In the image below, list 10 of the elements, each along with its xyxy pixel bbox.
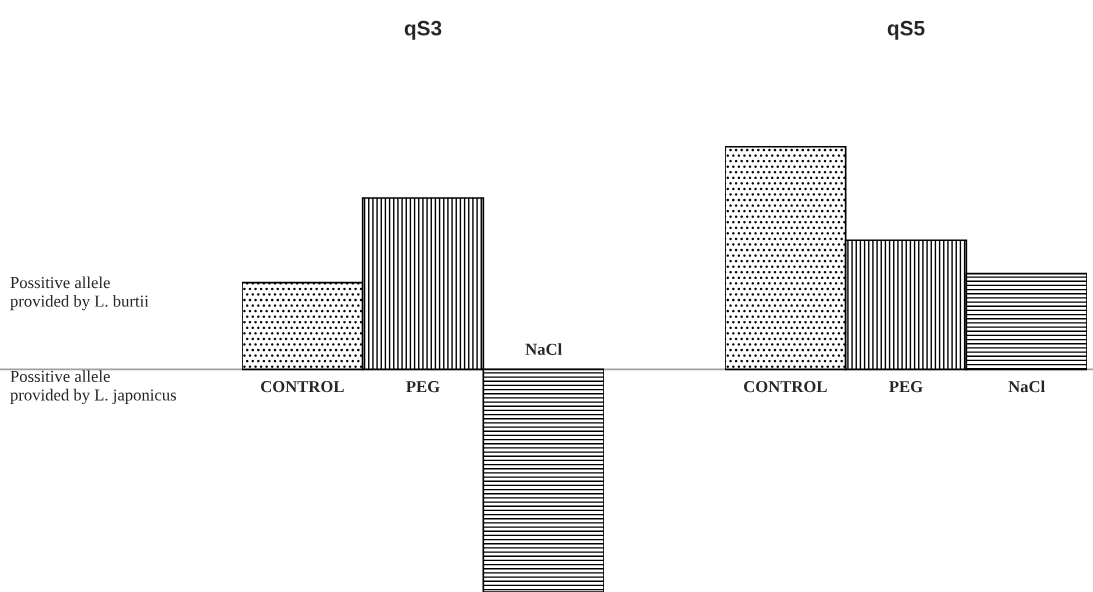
x-tick-label: NaCl bbox=[525, 343, 562, 355]
x-tick-label: CONTROL bbox=[261, 381, 344, 393]
chart-title: qS5 bbox=[887, 20, 925, 40]
text: Possitive allele provided by L. burtii bbox=[10, 276, 149, 311]
x-tick-label: NaCl bbox=[1008, 380, 1045, 393]
x-tick-label: PEG bbox=[406, 381, 440, 393]
chart-title: qS3 bbox=[404, 20, 442, 40]
x-tick-label: PEG bbox=[889, 381, 923, 393]
text: Possitive allele provided by L. japonicus bbox=[10, 370, 177, 405]
x-tick-label: CONTROL bbox=[744, 381, 827, 393]
